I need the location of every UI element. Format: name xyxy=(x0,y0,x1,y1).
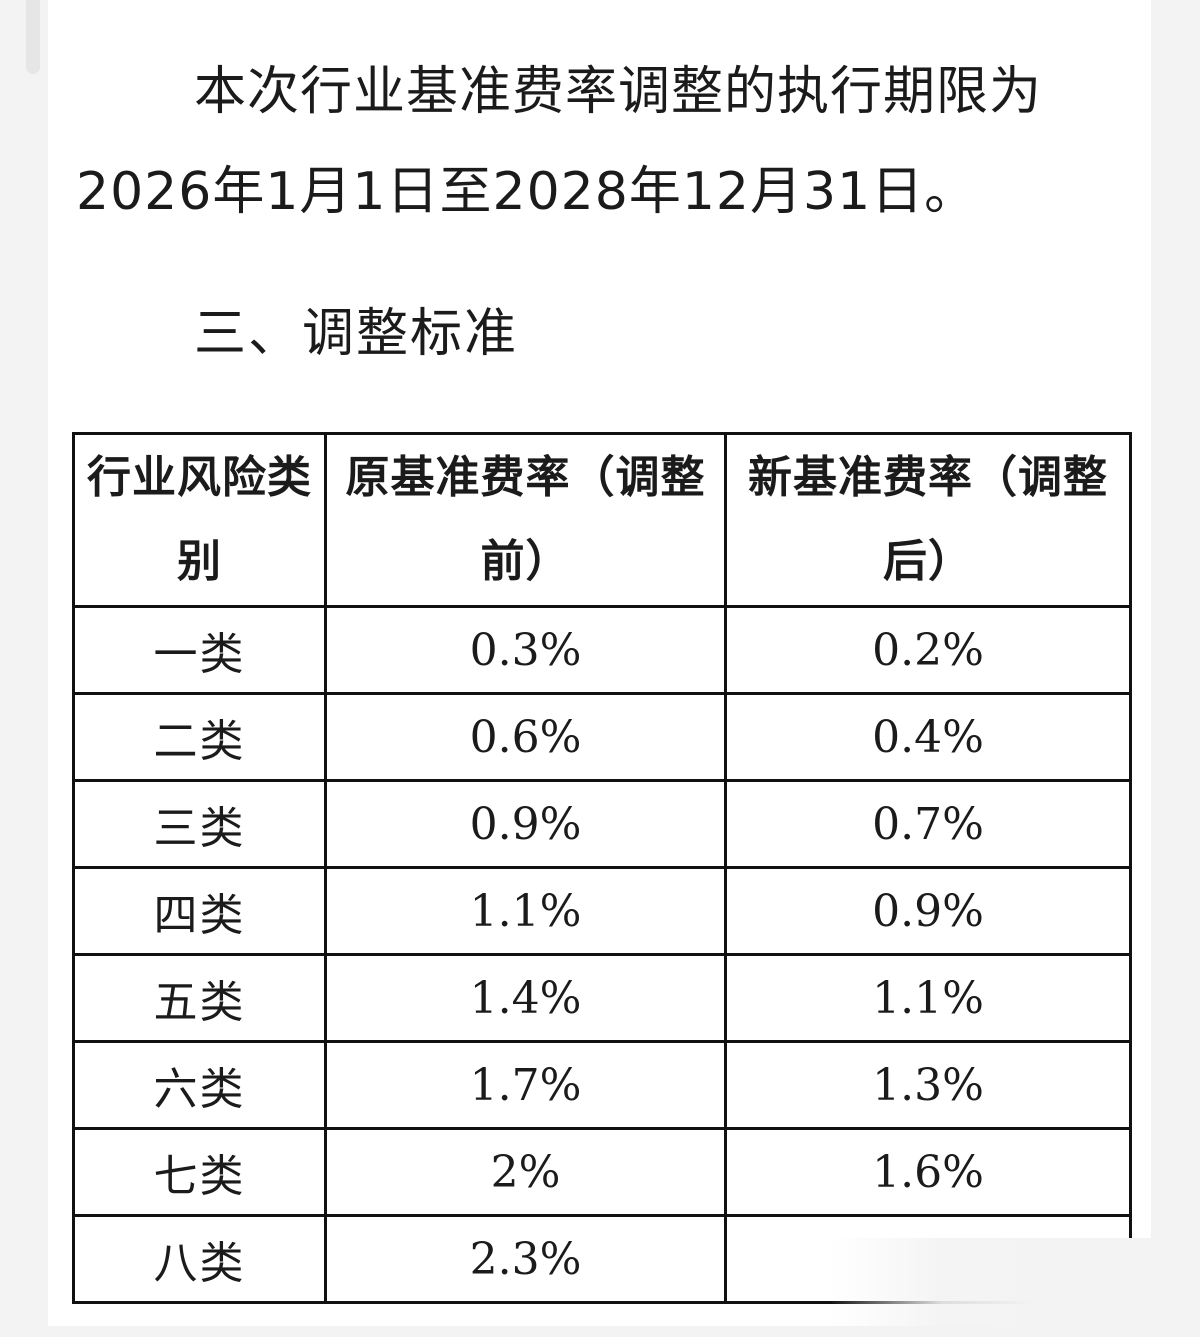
new-rate-cell: 0.7% xyxy=(724,779,1132,869)
old-rate-cell: 2% xyxy=(324,1127,727,1217)
table-row: 五类 1.4% 1.1% xyxy=(72,953,1132,1043)
category-cell: 一类 xyxy=(72,605,327,695)
new-rate-cell: 1.6% xyxy=(724,1127,1132,1217)
new-rate-cell: 1.1% xyxy=(724,953,1132,1043)
table-row: 三类 0.9% 0.7% xyxy=(72,779,1132,869)
table-row: 七类 2% 1.6% xyxy=(72,1127,1132,1217)
category-cell: 三类 xyxy=(72,779,327,869)
category-cell: 八类 xyxy=(72,1214,327,1304)
old-rate-cell: 2.3% xyxy=(324,1214,727,1304)
category-cell: 六类 xyxy=(72,1040,327,1130)
rate-table: 行业风险类别 原基准费率（调整前） 新基准费率（调整后） 一类 0.3% 0.2… xyxy=(72,432,1132,1304)
header-new-rate: 新基准费率（调整后） xyxy=(724,432,1132,608)
document-page: 本次行业基准费率调整的执行期限为2026年1月1日至2028年12月31日。 三… xyxy=(48,0,1151,1337)
category-cell: 四类 xyxy=(72,866,327,956)
old-rate-cell: 1.7% xyxy=(324,1040,727,1130)
header-risk-category: 行业风险类别 xyxy=(72,432,327,608)
section-heading: 三、调整标准 xyxy=(194,304,519,364)
category-cell: 七类 xyxy=(72,1127,327,1217)
scroll-indicator[interactable] xyxy=(26,0,40,74)
new-rate-cell: 0.4% xyxy=(724,692,1132,782)
old-rate-cell: 0.6% xyxy=(324,692,727,782)
category-cell: 五类 xyxy=(72,953,327,1043)
old-rate-cell: 1.1% xyxy=(324,866,727,956)
table-row: 四类 1.1% 0.9% xyxy=(72,866,1132,956)
new-rate-cell: 0.2% xyxy=(724,605,1132,695)
old-rate-cell: 1.4% xyxy=(324,953,727,1043)
table-row: 一类 0.3% 0.2% xyxy=(72,605,1132,695)
table-header-row: 行业风险类别 原基准费率（调整前） 新基准费率（调整后） xyxy=(72,432,1132,608)
old-rate-cell: 0.3% xyxy=(324,605,727,695)
new-rate-cell: 1.3% xyxy=(724,1040,1132,1130)
table-row: 二类 0.6% 0.4% xyxy=(72,692,1132,782)
bottom-fade-overlay xyxy=(830,1238,1200,1328)
execution-period-paragraph: 本次行业基准费率调整的执行期限为2026年1月1日至2028年12月31日。 xyxy=(76,62,1043,222)
table-row: 六类 1.7% 1.3% xyxy=(72,1040,1132,1130)
category-cell: 二类 xyxy=(72,692,327,782)
bottom-edge xyxy=(0,1326,1200,1337)
old-rate-cell: 0.9% xyxy=(324,779,727,869)
header-old-rate: 原基准费率（调整前） xyxy=(324,432,727,608)
new-rate-cell: 0.9% xyxy=(724,866,1132,956)
